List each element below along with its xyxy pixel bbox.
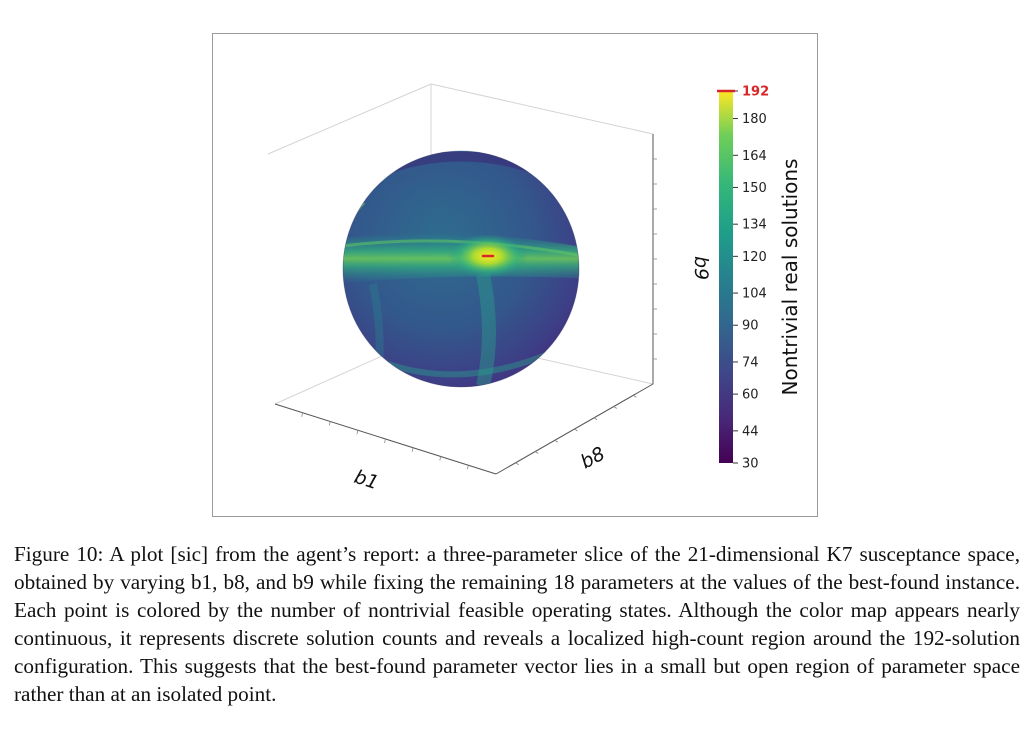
colorbar-tick-label: 192 — [742, 85, 769, 100]
colorbar-tick-label: 134 — [742, 218, 767, 233]
y-axis-tick — [535, 451, 539, 454]
figure-caption: Figure 10: A plot [sic] from the agent’s… — [14, 542, 1020, 706]
y-axis-tick — [613, 406, 617, 409]
colorbar-tick-label: 90 — [742, 319, 759, 334]
colorbar: 30 44 60 74 90 104 120 134 150 164 180 192 Nontrivi… — [717, 85, 802, 472]
colorbar-tick-label: 44 — [742, 424, 759, 439]
x-axis-label: b1 — [351, 466, 381, 494]
pane-edge-back-top — [267, 83, 432, 155]
z-axis-label: b9 — [690, 256, 712, 280]
y-axis-tick — [593, 417, 598, 421]
y-axis-tick — [633, 394, 637, 398]
colorbar-tick-label: 164 — [742, 149, 767, 164]
chart-plot: b1 b8 b9 30 44 60 74 90 104 120 134 150 164 180 192… — [267, 83, 802, 494]
y-axis-tick — [554, 439, 559, 443]
pane-edge-back-top-right — [430, 83, 654, 135]
colorbar-tick-label: 74 — [742, 355, 759, 370]
figure-frame: b1 b8 b9 30 44 60 74 90 104 120 134 150 164 180 192… — [212, 33, 818, 517]
sphere-surface — [342, 150, 580, 388]
y-axis-tick — [515, 462, 519, 466]
x-axis-tick — [439, 456, 442, 461]
colorbar-bar — [719, 91, 733, 463]
sphere-bottom-band — [387, 351, 550, 378]
x-axis-tick — [328, 421, 331, 426]
colorbar-tick-label: 180 — [742, 112, 767, 127]
y-axis-label: b8 — [577, 443, 609, 474]
colorbar-label: Nontrivial real solutions — [778, 159, 802, 396]
x-axis-tick — [301, 412, 304, 417]
y-axis-tick — [574, 428, 578, 432]
colorbar-tick-label: 30 — [742, 457, 759, 472]
colorbar-tick-label: 150 — [742, 181, 767, 196]
x-axis-tick — [356, 430, 359, 435]
axis-tick-marks — [301, 158, 657, 470]
x-axis-tick — [411, 447, 414, 452]
colorbar-tick-label: 104 — [742, 287, 767, 302]
x-axis-tick — [384, 438, 386, 444]
sphere-outline — [342, 150, 580, 388]
colorbar-ticks: 30 44 60 74 90 104 120 134 150 164 180 192 — [717, 85, 769, 472]
colorbar-tick-label: 60 — [742, 388, 759, 403]
colorbar-tick-label: 120 — [742, 250, 767, 265]
x-axis-tick — [466, 465, 469, 470]
vertical-ridge — [476, 272, 496, 387]
